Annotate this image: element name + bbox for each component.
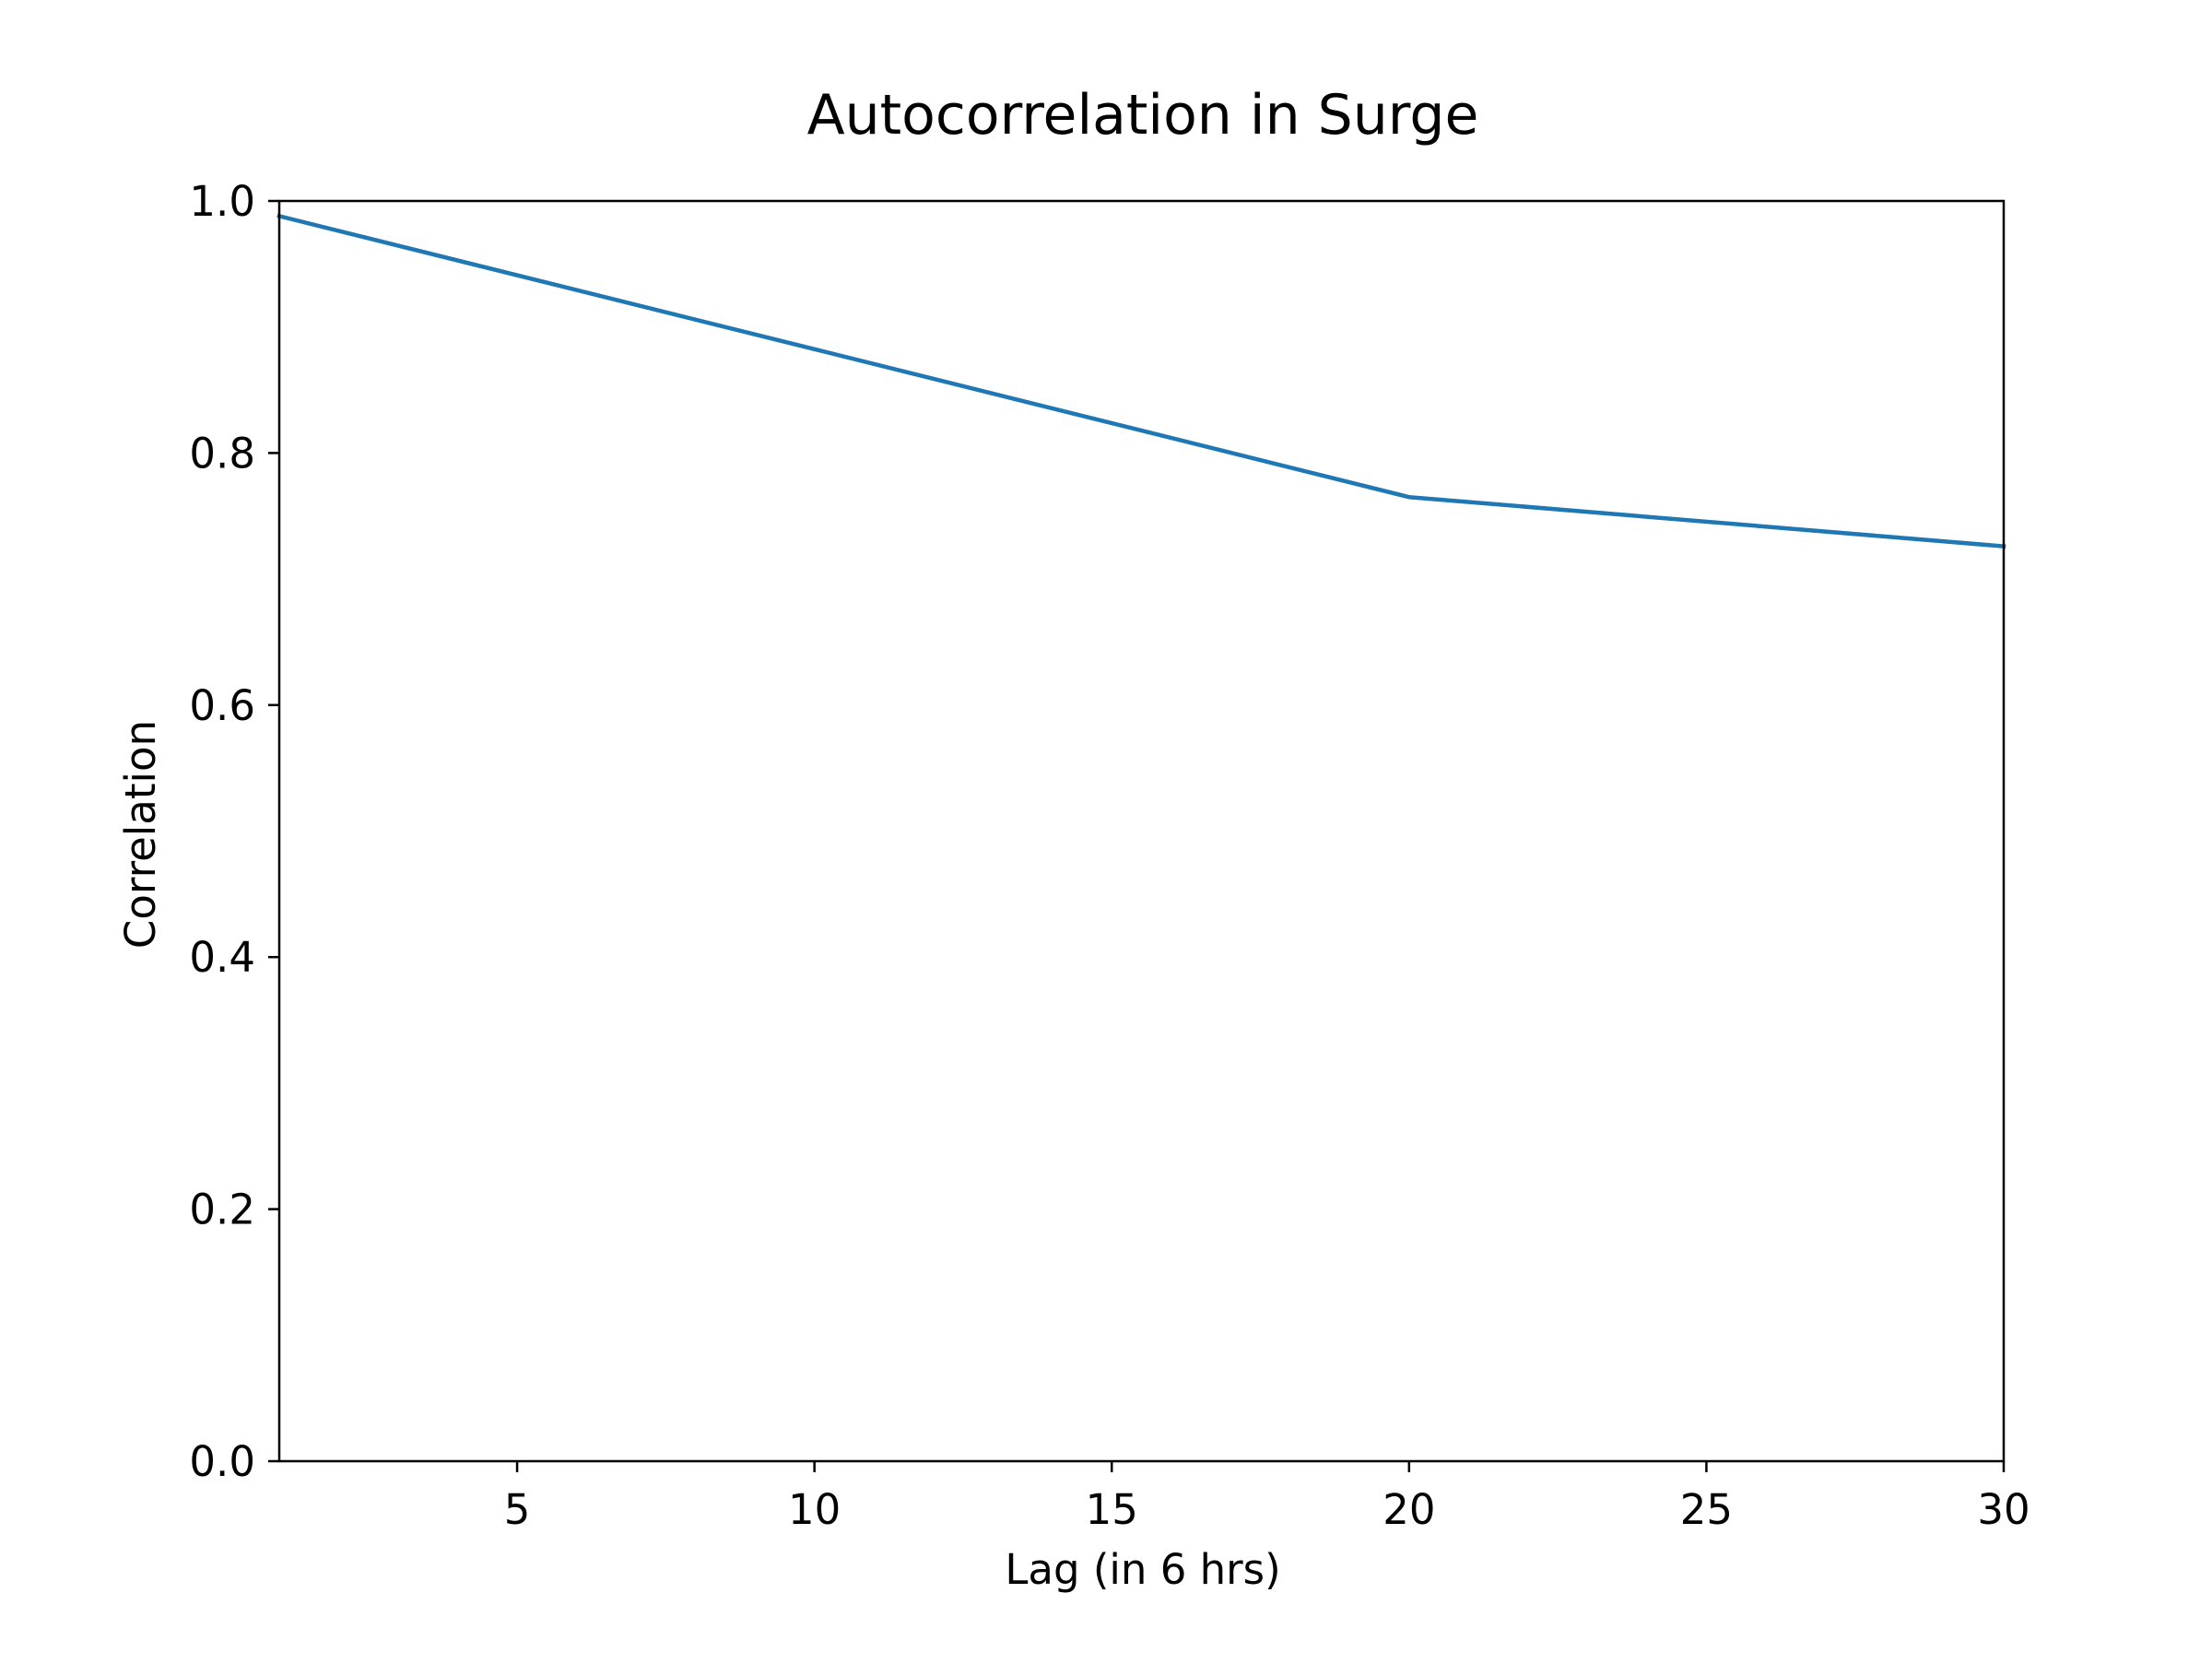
x-tick-label: 5 [504,1485,531,1534]
x-tick-label: 20 [1382,1485,1435,1534]
y-tick-label: 0.2 [189,1186,255,1234]
y-tick-label: 0.4 [189,933,255,982]
x-axis-label: Lag (in 6 hrs) [1005,1545,1280,1594]
series-line [276,213,2006,549]
x-tick-label: 15 [1086,1485,1138,1534]
x-axis-ticks: 5 10 15 20 25 30 [504,1461,2030,1534]
x-tick-label: 10 [788,1485,841,1534]
x-tick-label: 25 [1680,1485,1733,1534]
plot-series [276,213,2006,549]
chart-title: Autocorrelation in Surge [807,83,1479,148]
y-tick-label: 0.6 [189,681,255,730]
y-tick-label: 0.0 [189,1437,255,1486]
y-tick-label: 0.8 [189,429,255,478]
plot-area-frame [277,199,2006,1463]
y-axis-label: Correlation [116,720,165,949]
x-tick-label: 30 [1977,1485,2030,1534]
y-tick-label: 1.0 [189,177,255,226]
y-axis-ticks: 0.0 0.2 0.4 0.6 0.8 1.0 [189,177,279,1486]
